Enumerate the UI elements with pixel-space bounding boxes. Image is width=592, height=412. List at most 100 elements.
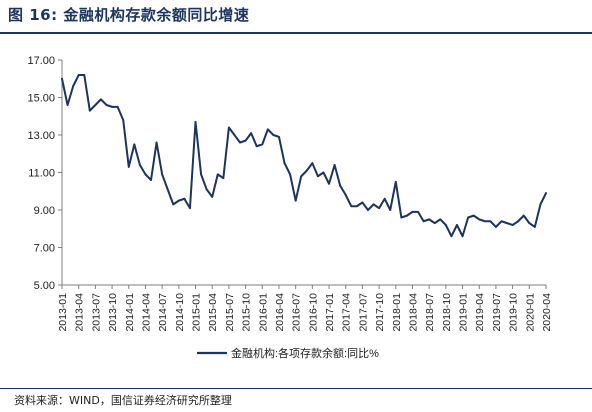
data-point — [155, 141, 158, 144]
data-point — [278, 135, 280, 138]
y-tick-label: 5.00 — [34, 280, 55, 292]
data-point — [66, 104, 69, 106]
x-tick-label: 2015-07 — [224, 293, 236, 332]
data-point — [222, 177, 225, 180]
data-point — [517, 220, 520, 223]
x-tick-label: 2018-10 — [441, 293, 453, 332]
data-point — [495, 225, 497, 228]
x-tick-label: 2017-10 — [374, 293, 386, 332]
data-point — [250, 132, 253, 135]
line-chart: 5.00 7.00 9.00 11.00 13.00 15.00 17.00 2013-01… — [27, 55, 553, 360]
data-point — [72, 85, 75, 88]
data-point — [122, 119, 125, 121]
data-point — [166, 188, 169, 191]
data-point — [77, 74, 80, 76]
x-tick-label: 2020-01 — [524, 293, 536, 332]
data-point — [400, 216, 403, 219]
y-axis: 5.00 7.00 9.00 11.00 13.00 15.00 17.00 — [27, 55, 63, 292]
data-point — [289, 173, 291, 176]
data-point — [394, 180, 397, 183]
data-point — [444, 224, 447, 226]
data-point — [233, 134, 236, 136]
data-point — [172, 203, 175, 206]
x-tick-label: 2019-10 — [508, 293, 520, 332]
source-note: 资料来源：WIND，国信证券经济研究所整理 — [14, 394, 232, 407]
x-tick-label: 2014-07 — [157, 293, 169, 332]
data-point — [344, 194, 347, 196]
y-tick-label: 13.00 — [27, 130, 55, 142]
x-tick-label: 2019-04 — [474, 293, 486, 332]
x-tick-label: 2016-01 — [257, 293, 269, 332]
x-tick-label: 2015-01 — [191, 293, 203, 332]
x-tick-label: 2020-04 — [541, 293, 553, 332]
data-point — [322, 171, 325, 174]
x-tick-label: 2017-07 — [357, 293, 369, 332]
y-tick-label: 9.00 — [34, 205, 55, 217]
data-point — [528, 222, 531, 225]
data-point — [328, 182, 330, 185]
data-point — [439, 218, 442, 221]
data-point — [355, 205, 358, 208]
x-tick-label: 2016-07 — [291, 293, 303, 332]
x-tick-label: 2014-01 — [124, 293, 136, 332]
data-point — [522, 214, 525, 217]
data-point — [116, 105, 119, 108]
data-point — [266, 128, 269, 131]
data-point — [317, 175, 319, 178]
data-point — [361, 201, 364, 204]
data-point — [383, 197, 386, 200]
data-point — [533, 225, 536, 228]
data-point — [211, 195, 214, 198]
data-point — [489, 220, 492, 223]
data-point — [138, 164, 141, 166]
data-point — [127, 165, 130, 168]
data-point — [272, 134, 275, 136]
data-point — [333, 164, 336, 166]
data-point — [450, 235, 453, 238]
data-point — [200, 173, 202, 176]
legend: 金融机构:各项存款余额:同比% — [197, 346, 379, 360]
data-point — [283, 162, 286, 165]
y-tick-label: 15.00 — [27, 93, 55, 105]
series-line — [61, 74, 547, 238]
data-point — [133, 143, 136, 146]
x-tick-label: 2015-04 — [207, 293, 219, 332]
data-point — [300, 175, 303, 178]
x-tick-label: 2016-04 — [274, 293, 286, 332]
y-tick-label: 7.00 — [34, 243, 55, 255]
data-point — [294, 199, 297, 202]
x-tick-label: 2014-04 — [140, 293, 152, 332]
data-point — [467, 216, 470, 219]
data-point — [456, 224, 458, 226]
data-point — [422, 220, 425, 223]
series-layer — [61, 74, 547, 238]
x-tick-label: 2019-07 — [491, 293, 503, 332]
data-point — [339, 184, 342, 187]
data-point — [205, 188, 208, 191]
data-point — [261, 143, 264, 146]
x-tick-label: 2013-10 — [107, 293, 119, 332]
data-point — [94, 104, 97, 106]
data-point — [227, 126, 230, 129]
data-point — [177, 199, 180, 202]
data-point — [428, 218, 431, 221]
data-point — [105, 104, 108, 106]
y-tick-label: 11.00 — [28, 168, 55, 180]
x-tick-label: 2013-04 — [74, 293, 86, 332]
data-point — [194, 120, 197, 123]
x-tick-label: 2019-01 — [458, 293, 470, 332]
legend-label: 金融机构:各项存款余额:同比% — [231, 346, 379, 360]
data-point — [61, 77, 63, 80]
data-point — [189, 207, 191, 210]
data-point — [305, 169, 308, 172]
data-point — [311, 162, 314, 165]
x-tick-label: 2018-07 — [424, 293, 436, 332]
data-point — [472, 214, 475, 217]
data-point — [244, 139, 247, 142]
data-point — [239, 141, 241, 144]
data-point — [433, 222, 436, 225]
title-divider — [0, 32, 592, 34]
data-point — [461, 235, 464, 238]
x-tick-label: 2017-04 — [341, 293, 353, 332]
figure-title: 图 16: 金融机构存款余额同比增速 — [8, 6, 250, 24]
